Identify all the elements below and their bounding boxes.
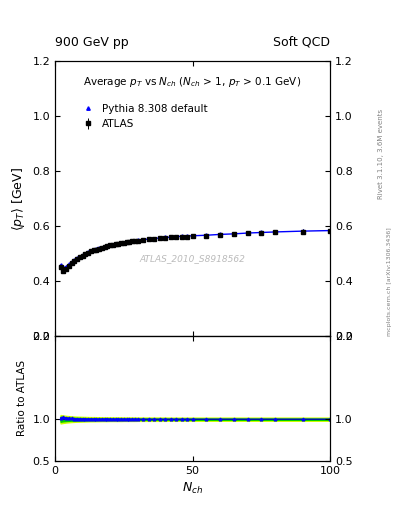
Pythia 8.308 default: [64, 264, 68, 270]
Text: Average $p_T$ vs $N_{ch}$ ($N_{ch}$ > 1, $p_T$ > 0.1 GeV): Average $p_T$ vs $N_{ch}$ ($N_{ch}$ > 1,…: [83, 75, 302, 89]
Pythia 8.308 default: [174, 233, 178, 240]
Pythia 8.308 default: [75, 255, 79, 261]
Pythia 8.308 default: [58, 262, 63, 268]
Pythia 8.308 default: [218, 231, 222, 238]
Pythia 8.308 default: [88, 248, 93, 254]
Pythia 8.308 default: [146, 236, 151, 242]
Pythia 8.308 default: [231, 231, 236, 237]
Pythia 8.308 default: [168, 234, 173, 240]
Text: mcplots.cern.ch [arXiv:1306.3436]: mcplots.cern.ch [arXiv:1306.3436]: [387, 227, 391, 336]
Pythia 8.308 default: [135, 238, 140, 244]
Pythia 8.308 default: [204, 232, 209, 238]
Pythia 8.308 default: [300, 228, 305, 234]
Pythia 8.308 default: [113, 241, 118, 247]
Text: 900 GeV pp: 900 GeV pp: [55, 36, 129, 49]
Pythia 8.308 default: [152, 236, 156, 242]
Pythia 8.308 default: [157, 235, 162, 241]
Pythia 8.308 default: [83, 250, 88, 257]
Y-axis label: $\langle p_T \rangle$ [GeV]: $\langle p_T \rangle$ [GeV]: [10, 167, 27, 231]
Pythia 8.308 default: [61, 265, 66, 271]
Legend: Pythia 8.308 default, ATLAS: Pythia 8.308 default, ATLAS: [74, 100, 212, 133]
Pythia 8.308 default: [108, 242, 112, 248]
Text: ATLAS_2010_S8918562: ATLAS_2010_S8918562: [140, 254, 246, 264]
Pythia 8.308 default: [130, 238, 134, 244]
Pythia 8.308 default: [110, 242, 115, 248]
Pythia 8.308 default: [99, 245, 104, 251]
Pythia 8.308 default: [119, 240, 123, 246]
Pythia 8.308 default: [72, 257, 77, 263]
Pythia 8.308 default: [121, 240, 126, 246]
X-axis label: $N_{ch}$: $N_{ch}$: [182, 481, 203, 496]
Pythia 8.308 default: [80, 252, 85, 258]
Line: Pythia 8.308 default: Pythia 8.308 default: [59, 229, 332, 270]
Pythia 8.308 default: [124, 239, 129, 245]
Pythia 8.308 default: [245, 230, 250, 236]
Pythia 8.308 default: [77, 253, 82, 260]
Pythia 8.308 default: [328, 227, 332, 233]
Text: Soft QCD: Soft QCD: [273, 36, 330, 49]
Pythia 8.308 default: [141, 237, 145, 243]
Text: Rivet 3.1.10, 3.6M events: Rivet 3.1.10, 3.6M events: [378, 109, 384, 199]
Pythia 8.308 default: [259, 229, 264, 236]
Y-axis label: Ratio to ATLAS: Ratio to ATLAS: [17, 360, 27, 436]
Pythia 8.308 default: [179, 233, 184, 240]
Pythia 8.308 default: [86, 249, 90, 255]
Pythia 8.308 default: [66, 261, 71, 267]
Pythia 8.308 default: [105, 243, 110, 249]
Pythia 8.308 default: [116, 241, 121, 247]
Pythia 8.308 default: [132, 238, 137, 244]
Pythia 8.308 default: [127, 239, 132, 245]
Pythia 8.308 default: [185, 233, 189, 239]
Pythia 8.308 default: [163, 234, 167, 241]
Pythia 8.308 default: [94, 246, 99, 252]
Pythia 8.308 default: [69, 259, 74, 265]
Pythia 8.308 default: [91, 247, 96, 253]
Pythia 8.308 default: [102, 244, 107, 250]
Pythia 8.308 default: [190, 233, 195, 239]
Pythia 8.308 default: [273, 229, 277, 235]
Pythia 8.308 default: [97, 245, 101, 251]
